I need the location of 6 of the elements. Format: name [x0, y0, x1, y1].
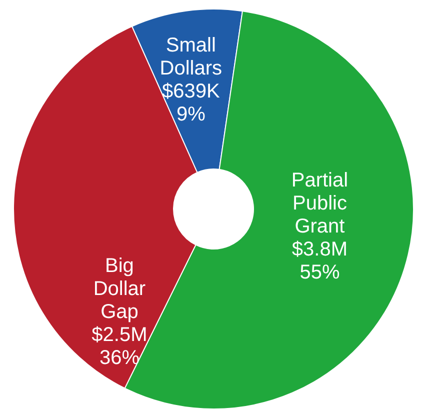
data-label: $639K 9% — [162, 80, 220, 126]
slice-label: Partial Public Grant — [291, 169, 348, 238]
slice-label: Small Dollars — [160, 34, 222, 80]
slice-label: Big Dollar Gap — [93, 255, 146, 324]
data-label: $3.8M 55% — [292, 238, 348, 284]
data-label: $2.5M 36% — [92, 324, 148, 370]
